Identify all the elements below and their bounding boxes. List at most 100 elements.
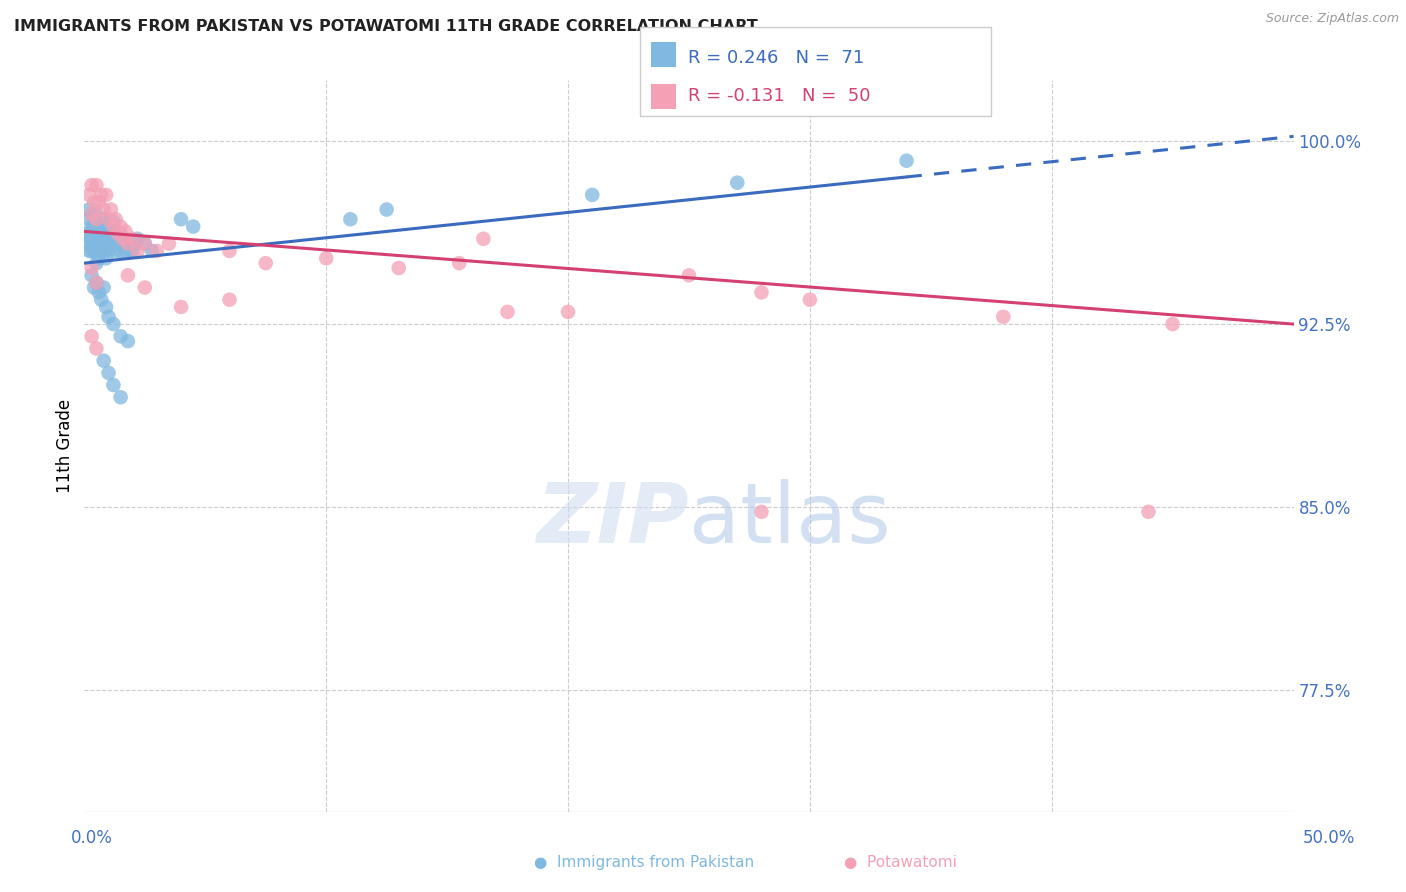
Point <box>93 212 115 227</box>
Point <box>86 342 108 356</box>
Text: R = -0.131   N =  50: R = -0.131 N = 50 <box>688 87 870 105</box>
Point <box>86 256 108 270</box>
Point <box>80 329 103 343</box>
Point <box>751 285 773 300</box>
Point <box>110 244 132 258</box>
Point <box>77 244 100 258</box>
Point <box>93 280 115 294</box>
Point <box>112 232 135 246</box>
Point <box>76 227 98 241</box>
Point <box>83 232 105 246</box>
Point <box>170 212 193 227</box>
Point <box>97 244 120 258</box>
Point <box>157 236 180 251</box>
Point <box>678 268 700 283</box>
Point <box>94 252 117 266</box>
Point <box>77 232 100 246</box>
Point <box>100 236 122 251</box>
Point <box>114 244 136 258</box>
Point <box>86 276 108 290</box>
Point <box>86 207 108 221</box>
Point <box>100 202 122 217</box>
Point <box>134 236 156 251</box>
Point <box>87 252 110 266</box>
Point <box>449 256 471 270</box>
Point <box>127 232 149 246</box>
Point <box>110 227 132 241</box>
Text: Source: ZipAtlas.com: Source: ZipAtlas.com <box>1265 12 1399 25</box>
Point <box>93 244 115 258</box>
Point <box>375 202 398 217</box>
Point <box>87 195 110 210</box>
Point <box>77 212 100 227</box>
Point <box>90 227 112 241</box>
Point <box>107 236 129 251</box>
Point <box>121 244 143 258</box>
Point <box>388 260 411 275</box>
Point <box>93 232 115 246</box>
Point <box>107 227 129 241</box>
Point <box>87 285 110 300</box>
Point <box>80 232 103 246</box>
Point <box>86 276 108 290</box>
Point <box>87 236 110 251</box>
Point <box>117 334 139 348</box>
Point <box>104 227 127 241</box>
Point <box>87 224 110 238</box>
Point <box>80 260 103 275</box>
Point <box>896 153 918 168</box>
Point <box>218 293 240 307</box>
Point <box>90 244 112 258</box>
Point <box>141 244 163 258</box>
Point <box>104 244 127 258</box>
Point <box>120 244 142 258</box>
Point <box>87 212 110 227</box>
Text: 0.0%: 0.0% <box>70 829 112 847</box>
Point <box>134 280 156 294</box>
Point <box>80 207 103 221</box>
Point <box>254 256 277 270</box>
Point <box>97 366 120 380</box>
Point <box>134 236 156 251</box>
Text: atlas: atlas <box>689 479 890 559</box>
Point <box>94 300 117 314</box>
Point <box>83 219 105 234</box>
Point <box>90 293 112 307</box>
Point <box>117 236 139 251</box>
Point <box>97 310 120 324</box>
Point <box>83 280 105 294</box>
Point <box>80 207 103 221</box>
Point <box>77 202 100 217</box>
Point <box>103 232 125 246</box>
Point <box>496 305 519 319</box>
Point <box>90 212 112 227</box>
Point <box>117 268 139 283</box>
Text: ●  Potawatomi: ● Potawatomi <box>844 855 956 870</box>
Point <box>86 212 108 227</box>
Point <box>80 219 103 234</box>
Point <box>76 236 98 251</box>
Point <box>80 268 103 283</box>
Point <box>170 300 193 314</box>
Point <box>751 505 773 519</box>
Point <box>103 219 125 234</box>
Text: 50.0%: 50.0% <box>1302 829 1355 847</box>
Point <box>557 305 579 319</box>
Point <box>110 390 132 404</box>
Point <box>80 244 103 258</box>
Point <box>1161 317 1184 331</box>
Point <box>103 215 125 229</box>
Point <box>124 236 146 251</box>
Point <box>110 219 132 234</box>
Point <box>1137 505 1160 519</box>
Point <box>112 236 135 251</box>
Point <box>93 353 115 368</box>
Point <box>80 178 103 193</box>
Point <box>993 310 1015 324</box>
Y-axis label: 11th Grade: 11th Grade <box>56 399 75 493</box>
Text: ZIP: ZIP <box>536 479 689 559</box>
Point <box>725 176 748 190</box>
Point <box>100 224 122 238</box>
Point <box>97 212 120 227</box>
Point <box>117 236 139 251</box>
